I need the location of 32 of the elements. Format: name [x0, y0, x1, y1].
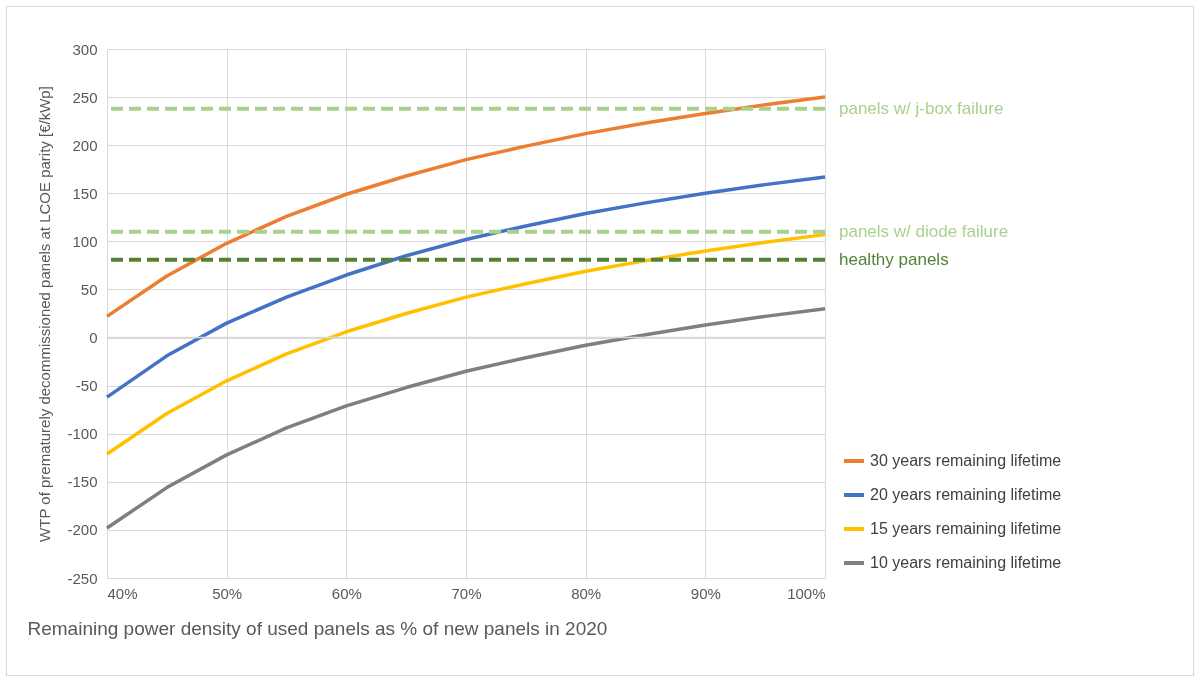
x-axis-title: Remaining power density of used panels as % of new panels in 2020 — [27, 617, 608, 639]
legend-label: 10 years remaining lifetime — [870, 554, 1062, 571]
y-tick-label: -250 — [67, 569, 98, 587]
x-tick-label: 40% — [107, 584, 138, 602]
y-tick-label: 200 — [72, 136, 98, 154]
y-tick-label: -200 — [67, 521, 98, 539]
y-tick-label: 0 — [89, 329, 98, 347]
x-tick-label: 60% — [331, 584, 362, 602]
y-tick-label: -100 — [67, 425, 98, 443]
x-tick-label: 100% — [787, 584, 826, 602]
legend-label: 15 years remaining lifetime — [870, 520, 1062, 537]
y-tick-label: 50 — [80, 280, 98, 298]
legend-label: 30 years remaining lifetime — [870, 452, 1062, 469]
y-tick-label: 250 — [72, 88, 98, 106]
ref-line-label: healthy panels — [839, 249, 949, 269]
y-tick-label: 150 — [72, 184, 98, 202]
x-tick-label: 70% — [451, 584, 482, 602]
line-series — [105, 306, 827, 530]
x-tick-label: 90% — [690, 584, 721, 602]
x-tick-label: 80% — [571, 584, 602, 602]
y-tick-label: 300 — [72, 40, 98, 58]
y-tick-label: -150 — [67, 473, 98, 491]
y-tick-label: 100 — [72, 232, 98, 250]
line-series — [105, 175, 827, 399]
y-axis-title: WTP of prematurely decommissioned panels at LCOE parity [€/kWp] — [36, 86, 54, 542]
ref-line-label: panels w/ j-box failure — [839, 98, 1004, 118]
line-series — [105, 95, 827, 319]
legend-label: 20 years remaining lifetime — [870, 486, 1062, 503]
line-series — [105, 232, 827, 456]
ref-line-label: panels w/ diode failure — [839, 221, 1009, 241]
y-tick-label: -50 — [75, 377, 98, 395]
x-tick-label: 50% — [212, 584, 243, 602]
